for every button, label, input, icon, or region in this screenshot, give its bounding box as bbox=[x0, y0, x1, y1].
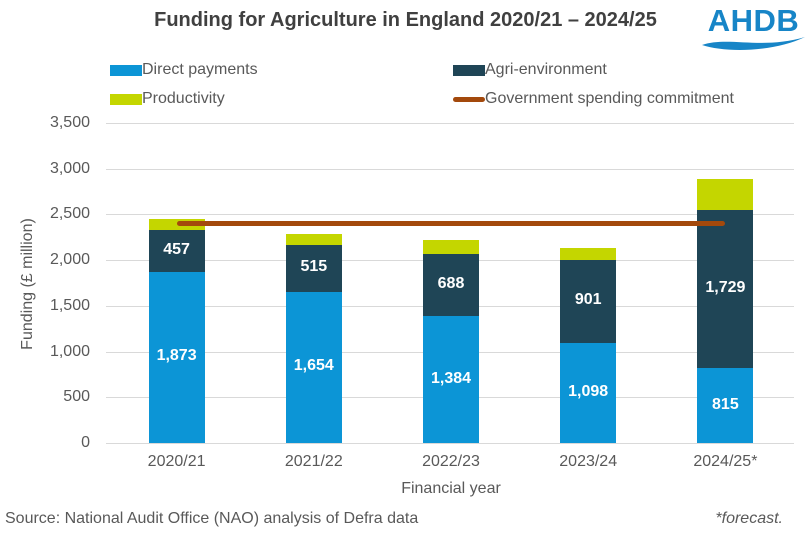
legend-swatch-icon bbox=[110, 64, 142, 76]
y-tick-label-0: 0 bbox=[81, 434, 90, 451]
ahdb-logo-text: AHDB bbox=[707, 3, 800, 38]
legend-item-agri-environment: Agri-environment bbox=[453, 61, 607, 79]
ahdb-logo: AHDB bbox=[700, 5, 807, 57]
y-tick-label-2500: 2,500 bbox=[49, 205, 90, 223]
bar-2020-21-agri-environment bbox=[148, 229, 205, 272]
bar-2024-25--agri-environment bbox=[697, 210, 754, 369]
bar-2021-22-direct-payments bbox=[285, 291, 342, 443]
bar-label-agri-environment: 457 bbox=[163, 240, 190, 258]
legend-label: Productivity bbox=[142, 90, 225, 107]
x-tick-label-2023-24: 2023/24 bbox=[559, 453, 618, 470]
gridline-y-0 bbox=[106, 443, 794, 444]
x-tick-label-2021-22: 2021/22 bbox=[284, 453, 343, 470]
bar-label-direct-payments: 815 bbox=[712, 395, 739, 413]
bar-2021-22-agri-environment bbox=[285, 244, 342, 292]
legend-label: Agri-environment bbox=[485, 61, 607, 78]
legend-swatch-icon bbox=[110, 93, 142, 105]
y-tick-label-3500: 3,500 bbox=[49, 114, 90, 131]
source-note: Source: National Audit Office (NAO) anal… bbox=[5, 510, 419, 527]
gridline-y-3000 bbox=[106, 168, 794, 170]
x-axis-title: Financial year bbox=[401, 480, 501, 497]
bar-label-direct-payments: 1,098 bbox=[568, 382, 609, 400]
legend-label: Government spending commitment bbox=[485, 90, 734, 107]
bar-2023-24-agri-environment bbox=[560, 260, 617, 343]
commitment-line bbox=[176, 221, 726, 227]
x-tick-label-2024-25-: 2024/25* bbox=[693, 453, 758, 470]
legend-swatch-icon bbox=[453, 64, 485, 76]
forecast-note: *forecast. bbox=[715, 510, 783, 527]
legend-swatch-icon bbox=[453, 96, 485, 102]
bar-label-agri-environment: 688 bbox=[437, 275, 465, 292]
bar-label-direct-payments: 1,654 bbox=[293, 357, 334, 375]
bar-2024-25--direct-payments bbox=[697, 368, 754, 443]
legend-item-direct-payments: Direct payments bbox=[110, 61, 258, 79]
bar-2024-25--productivity bbox=[697, 178, 754, 211]
legend-label: Direct payments bbox=[142, 61, 258, 78]
legend-item-productivity: Productivity bbox=[110, 90, 225, 108]
bar-2022-23-direct-payments bbox=[423, 316, 479, 443]
bar-label-agri-environment: 1,729 bbox=[705, 279, 746, 297]
y-tick-label-1500: 1,500 bbox=[49, 296, 90, 314]
y-tick-label-500: 500 bbox=[63, 388, 90, 406]
gridline-y-3500 bbox=[106, 123, 794, 124]
bar-2023-24-productivity bbox=[560, 248, 617, 261]
bar-label-agri-environment: 901 bbox=[574, 291, 602, 309]
y-tick-label-2000: 2,000 bbox=[49, 251, 90, 269]
gridline-y-2500 bbox=[106, 214, 794, 216]
bar-2022-23-productivity bbox=[423, 239, 479, 254]
bar-2022-23-agri-environment bbox=[423, 253, 479, 317]
bar-2023-24-direct-payments bbox=[560, 342, 617, 443]
bar-2021-22-productivity bbox=[285, 233, 342, 245]
bar-label-direct-payments: 1,873 bbox=[156, 347, 197, 365]
y-tick-label-3000: 3,000 bbox=[49, 159, 90, 177]
chart-title: Funding for Agriculture in England 2020/… bbox=[154, 9, 657, 31]
ahdb-logo-swoosh-icon bbox=[702, 37, 805, 50]
bar-label-agri-environment: 515 bbox=[300, 258, 328, 276]
y-tick-label-1000: 1,000 bbox=[49, 342, 90, 360]
y-axis-title: Funding (£ million) bbox=[19, 218, 36, 350]
bar-2020-21-direct-payments bbox=[148, 271, 205, 443]
legend-item-government-spending-commitment: Government spending commitment bbox=[453, 90, 734, 108]
x-tick-label-2020-21: 2020/21 bbox=[147, 453, 206, 470]
bar-label-direct-payments: 1,384 bbox=[430, 369, 472, 387]
x-tick-label-2022-23: 2022/23 bbox=[422, 453, 480, 470]
